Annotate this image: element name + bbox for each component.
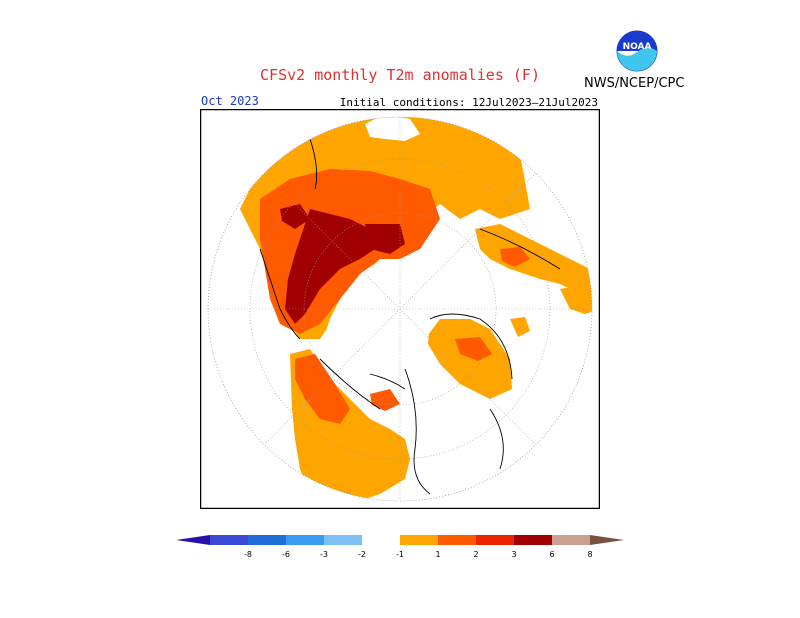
anomaly-region-12 (370, 389, 400, 411)
polar-map (200, 109, 600, 509)
initial-conditions: Initial conditions: 12Jul2023–21Jul2023 (339, 96, 598, 109)
anomaly-region-5 (560, 284, 592, 314)
legend-tick-label: 6 (549, 550, 554, 559)
legend-swatch (324, 535, 362, 545)
legend-swatch (514, 535, 552, 545)
legend-swatch (476, 535, 514, 545)
legend-arrow-low (176, 535, 210, 545)
legend-swatch (552, 535, 590, 545)
legend-swatch (438, 535, 476, 545)
ocean-patch-2 (320, 239, 500, 374)
legend-swatch (286, 535, 324, 545)
legend-swatch (400, 535, 438, 545)
anomaly-region-13 (280, 204, 310, 229)
legend-swatch (248, 535, 286, 545)
anomaly-region-4 (475, 224, 592, 294)
svg-text:NOAA: NOAA (623, 42, 652, 52)
anomaly-region-14 (285, 209, 375, 324)
legend-tick-label: -1 (396, 550, 404, 559)
map-title: CFSv2 monthly T2m anomalies (F) (260, 66, 540, 84)
legend-swatch (210, 535, 248, 545)
legend-tick-label: -6 (282, 550, 290, 559)
anomaly-region-9 (295, 354, 350, 424)
anomaly-region-7 (510, 317, 530, 337)
noaa-logo-icon: NOAA (616, 30, 658, 72)
anomaly-region-10 (500, 247, 530, 267)
color-legend: -8 -6 -3 -2 -1 1 2 3 6 8 (176, 535, 624, 559)
legend-tick-label: 2 (473, 550, 478, 559)
agency-label: NWS/NCEP/CPC (584, 76, 685, 91)
legend-tick-label: -3 (320, 550, 328, 559)
legend-swatch (362, 535, 400, 545)
legend-tick-label: -8 (244, 550, 252, 559)
legend-tick-label: 3 (511, 550, 516, 559)
forecast-period: Oct 2023 (201, 94, 259, 108)
anomaly-region-15 (365, 224, 405, 254)
legend-arrow-high (590, 535, 624, 545)
ice-patch (365, 117, 420, 141)
legend-tick-label: 8 (587, 550, 592, 559)
legend-tick-label: 1 (435, 550, 440, 559)
legend-tick-label: -2 (358, 550, 366, 559)
anomaly-region-11 (455, 337, 492, 361)
